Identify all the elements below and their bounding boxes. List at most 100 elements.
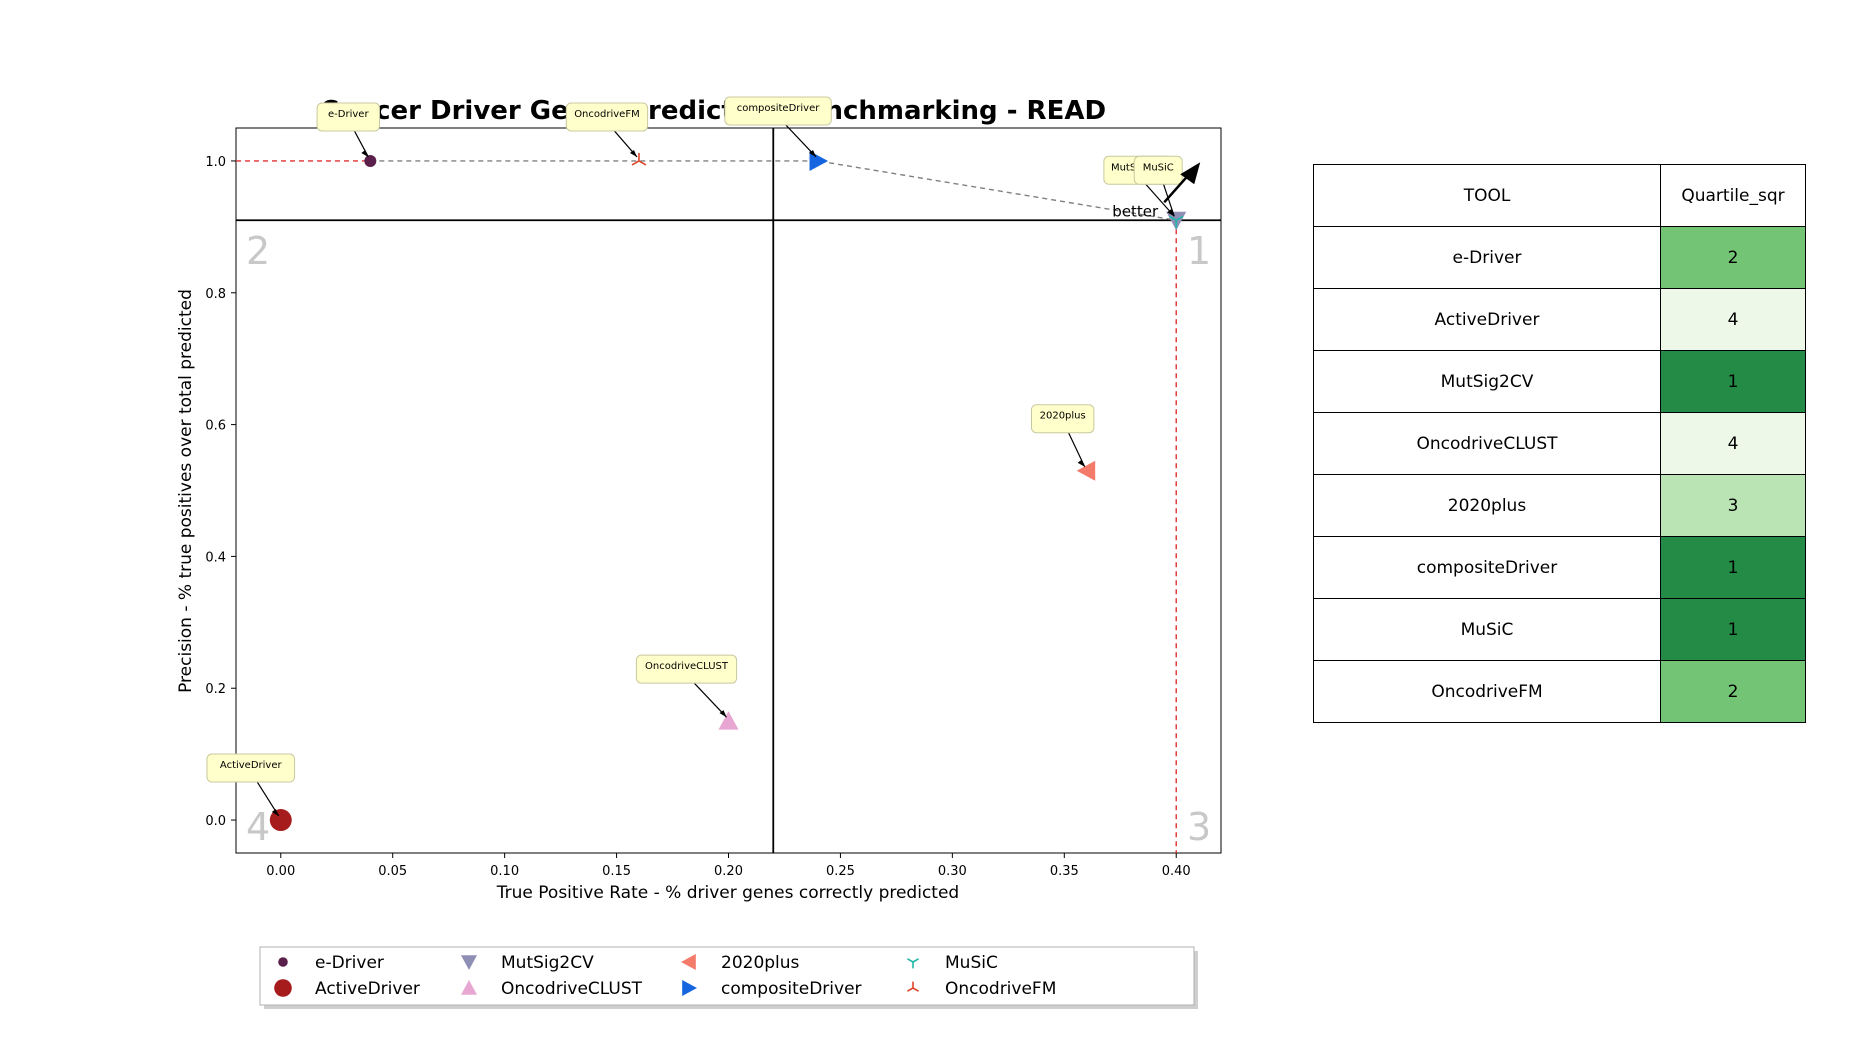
point-music bbox=[1168, 215, 1184, 229]
annotation-arrowhead-oncodriveclust bbox=[719, 710, 727, 718]
annotation-box-e-driver bbox=[316, 102, 381, 132]
y-tick-label: 1.0 bbox=[205, 155, 226, 170]
x-axis-label: True Positive Rate - % driver genes corr… bbox=[496, 883, 959, 903]
annotation-arrowhead-music bbox=[1167, 209, 1175, 217]
annotation-box-oncodrivefm bbox=[565, 102, 649, 132]
annotation-text-oncodriveclust: OncodriveCLUST bbox=[645, 661, 729, 672]
annotation-arrow-oncodriveclust bbox=[690, 678, 727, 718]
table-cell-tool: 2020plus bbox=[1313, 474, 1661, 537]
plot-frame bbox=[235, 127, 1222, 854]
table-row: MutSig2CV 1 bbox=[1313, 350, 1806, 413]
annotation-arrow-activedriver bbox=[254, 777, 280, 817]
better-label: better bbox=[1112, 202, 1159, 220]
table-cell-quartile: 3 bbox=[1660, 474, 1806, 537]
y-tick-label: 0.4 bbox=[205, 550, 226, 565]
table-cell-quartile: 1 bbox=[1660, 536, 1806, 599]
annotation-box-2020plus bbox=[1030, 404, 1095, 434]
table-row: 2020plus 3 bbox=[1313, 474, 1806, 537]
table-cell-quartile: 2 bbox=[1660, 226, 1806, 289]
legend-marker-mutsig2cv bbox=[461, 955, 477, 970]
legend-label-e-driver: e-Driver bbox=[315, 953, 384, 973]
annotation-text-2020plus: 2020plus bbox=[1040, 411, 1086, 422]
x-tick-label: 0.20 bbox=[714, 864, 743, 879]
results-table: TOOL Quartile_sqr e-Driver 2 ActiveDriver 4… bbox=[1313, 164, 1806, 723]
table-row: ActiveDriver 4 bbox=[1313, 288, 1806, 351]
point-compositedriver bbox=[809, 150, 829, 171]
x-tick-label: 0.10 bbox=[490, 864, 519, 879]
annotation-arrowhead-oncodrivefm bbox=[629, 149, 637, 157]
point-activedriver bbox=[269, 809, 292, 832]
table-cell-tool: ActiveDriver bbox=[1313, 288, 1661, 351]
table-cell-quartile: 4 bbox=[1660, 412, 1806, 475]
table-row: compositeDriver 1 bbox=[1313, 536, 1806, 599]
point-e-driver bbox=[364, 154, 377, 167]
quadrant-label-2: 2 bbox=[246, 229, 270, 273]
legend-label-oncodriveclust: OncodriveCLUST bbox=[501, 979, 643, 999]
table-cell-tool: OncodriveCLUST bbox=[1313, 412, 1661, 475]
table-cell-tool: e-Driver bbox=[1313, 226, 1661, 289]
annotation-box-music bbox=[1133, 155, 1183, 185]
y-axis-label: Precision - % true positives over total … bbox=[176, 289, 196, 693]
legend-label-compositedriver: compositeDriver bbox=[721, 979, 862, 999]
annotation-text-activedriver: ActiveDriver bbox=[220, 760, 283, 771]
table-cell-quartile: 1 bbox=[1660, 350, 1806, 413]
x-tick-label: 0.05 bbox=[378, 864, 407, 879]
point-oncodrivefm bbox=[631, 152, 647, 166]
annotation-text-music: MuSiC bbox=[1143, 162, 1174, 173]
annotation-arrowhead-e-driver bbox=[361, 149, 369, 157]
annotation-box-oncodriveclust bbox=[635, 654, 738, 684]
x-tick-label: 0.35 bbox=[1050, 864, 1079, 879]
quadrant-label-3: 3 bbox=[1187, 805, 1211, 849]
legend-marker-e-driver bbox=[278, 957, 288, 967]
legend-label-2020plus: 2020plus bbox=[721, 953, 800, 973]
header-tool: TOOL bbox=[1313, 164, 1661, 227]
annotation-box-activedriver bbox=[206, 753, 296, 783]
chart-title: Cancer Driver Genes prediction benchmark… bbox=[320, 96, 1106, 126]
table-cell-tool: OncodriveFM bbox=[1313, 660, 1661, 723]
legend-label-mutsig2cv: MutSig2CV bbox=[501, 953, 594, 973]
table-cell-quartile: 1 bbox=[1660, 598, 1806, 661]
point-oncodriveclust bbox=[718, 711, 739, 730]
annotation-text-compositedriver: compositeDriver bbox=[737, 103, 821, 114]
better-arrow-head bbox=[1180, 162, 1201, 185]
table-cell-quartile: 4 bbox=[1660, 288, 1806, 351]
annotation-box-compositedriver bbox=[724, 96, 832, 126]
legend-label-music: MuSiC bbox=[945, 953, 998, 973]
legend-marker-oncodrivefm bbox=[907, 981, 919, 992]
annotation-arrow-mutsig2cv bbox=[1141, 179, 1175, 217]
quadrant-label-4: 4 bbox=[246, 805, 270, 849]
y-tick-label: 0.0 bbox=[205, 814, 226, 829]
y-tick-label: 0.2 bbox=[205, 682, 226, 697]
header-quartile: Quartile_sqr bbox=[1660, 164, 1806, 227]
legend-label-activedriver: ActiveDriver bbox=[315, 979, 420, 999]
point-2020plus bbox=[1076, 460, 1096, 481]
better-arrow-shaft bbox=[1163, 174, 1190, 204]
legend-label-oncodrivefm: OncodriveFM bbox=[945, 979, 1056, 999]
legend-marker-2020plus bbox=[681, 954, 696, 970]
x-tick-label: 0.25 bbox=[826, 864, 855, 879]
table-cell-tool: MutSig2CV bbox=[1313, 350, 1661, 413]
table-row: OncodriveFM 2 bbox=[1313, 660, 1806, 723]
x-tick-label: 0.40 bbox=[1162, 864, 1191, 879]
legend-marker-oncodriveclust bbox=[461, 980, 477, 995]
quadrant-label-1: 1 bbox=[1187, 229, 1211, 273]
table-cell-tool: compositeDriver bbox=[1313, 536, 1661, 599]
legend-marker-compositedriver bbox=[682, 980, 697, 996]
y-tick-label: 0.6 bbox=[205, 419, 226, 434]
legend-marker-activedriver bbox=[274, 979, 292, 997]
annotation-arrow-compositedriver bbox=[781, 120, 817, 158]
x-tick-label: 0.30 bbox=[938, 864, 967, 879]
x-tick-label: 0.15 bbox=[602, 864, 631, 879]
table-row: e-Driver 2 bbox=[1313, 226, 1806, 289]
x-tick-label: 0.00 bbox=[266, 864, 295, 879]
table-cell-tool: MuSiC bbox=[1313, 598, 1661, 661]
annotation-arrowhead-2020plus bbox=[1077, 459, 1085, 467]
legend: e-Driver ActiveDriver MutSig2CV OncodriveCL… bbox=[259, 946, 1198, 1009]
annotation-text-oncodrivefm: OncodriveFM bbox=[574, 109, 640, 120]
annotation-arrowhead-activedriver bbox=[271, 809, 279, 817]
legend-marker-music bbox=[907, 958, 919, 969]
table-cell-quartile: 2 bbox=[1660, 660, 1806, 723]
annotation-text-e-driver: e-Driver bbox=[328, 109, 369, 120]
legend-box bbox=[259, 946, 1195, 1006]
